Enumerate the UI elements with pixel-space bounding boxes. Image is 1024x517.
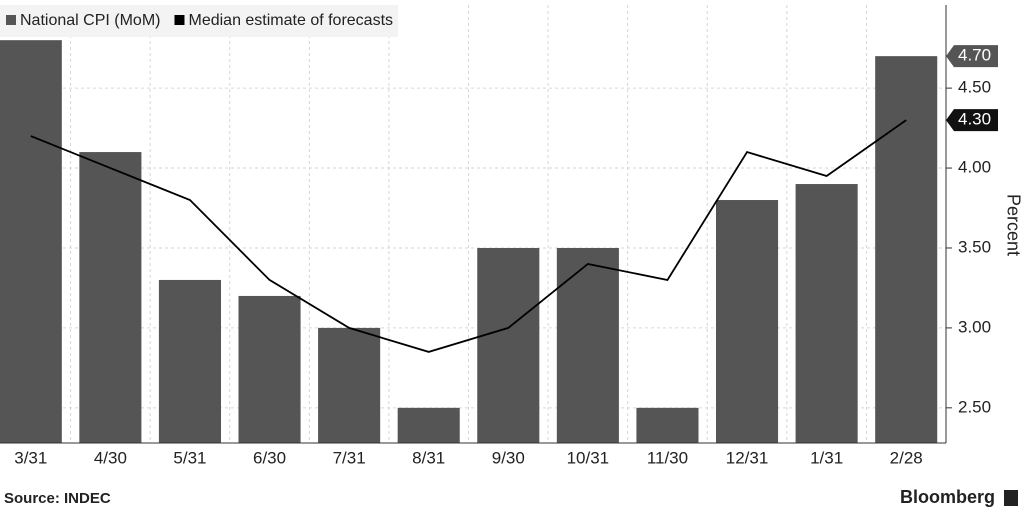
legend-label: National CPI (MoM) [20,12,160,29]
bar [0,40,62,444]
bar [158,279,221,443]
x-tick-label: 9/30 [492,448,525,467]
value-tag: 4.70 [946,45,998,68]
source: Source: INDEC [4,490,111,507]
bar [477,247,540,443]
bar [397,407,460,443]
bar [716,200,779,443]
x-tick-label: 1/31 [810,448,843,467]
y-tick-label: 3.50 [958,237,991,256]
x-tick-label: 4/30 [94,448,127,467]
bar [556,247,619,443]
value-label: 4.70 [958,46,991,65]
x-tick-label: 7/31 [333,448,366,467]
bar [875,56,938,443]
legend-label: Median estimate of forecasts [188,12,393,29]
y-axis-label: Percent [1003,194,1023,256]
y-tick-label: 3.00 [958,317,991,336]
value-tag-box [946,45,998,68]
x-tick-label: 5/31 [173,448,206,467]
y-tick-label: 2.50 [958,397,991,416]
x-tick-label: 10/31 [567,448,610,467]
bar [79,152,142,444]
bar [636,407,699,443]
value-label: 4.30 [958,110,991,129]
x-tick-label: 2/28 [890,448,923,467]
value-tag-box [946,109,998,132]
brand-icon [1004,490,1018,506]
x-tick-label: 11/30 [647,448,688,467]
bar [795,184,858,443]
x-tick-label: 3/31 [14,448,47,467]
x-tick-label: 6/30 [253,448,286,467]
y-tick-label: 4.00 [958,158,991,177]
y-tick-label: 4.50 [958,78,991,97]
legend-swatch [174,15,185,25]
x-tick-label: 12/31 [726,448,769,467]
legend: National CPI (MoM) Median estimate of for… [0,5,398,37]
brand: Bloomberg [900,487,995,507]
legend-background [0,5,398,37]
x-tick-label: 8/31 [412,448,445,467]
line [30,119,907,353]
legend-swatch [6,15,16,25]
plot [0,5,946,444]
value-tag: 4.30 [946,109,998,132]
bar [238,295,301,443]
bar [318,327,381,443]
